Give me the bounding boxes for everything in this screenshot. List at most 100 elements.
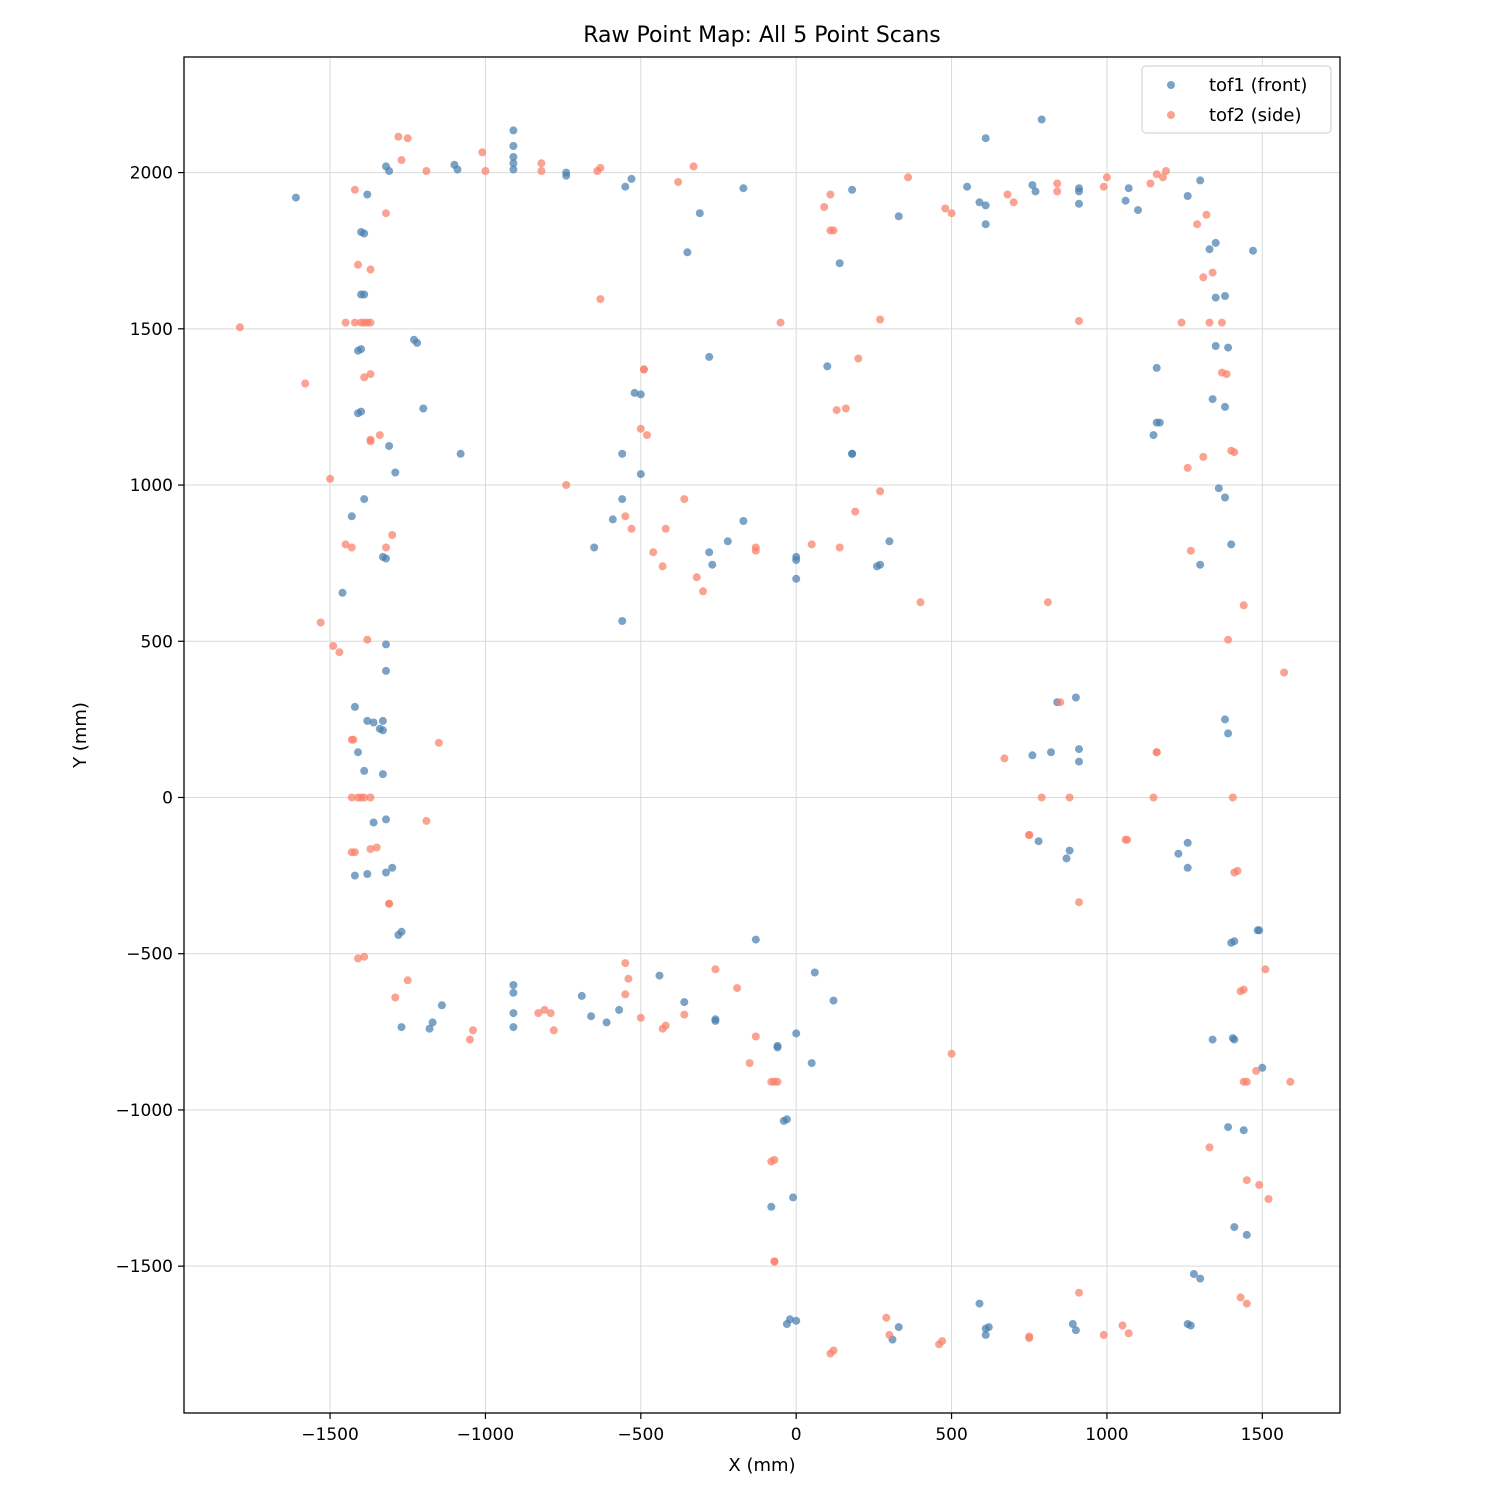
tof1-point xyxy=(835,259,844,268)
legend-box xyxy=(1141,65,1332,134)
tof2-point xyxy=(1118,1321,1127,1330)
tof1-point xyxy=(1075,757,1083,766)
tof1-point xyxy=(1211,238,1220,247)
tof2-point xyxy=(1222,370,1231,379)
tof1-point xyxy=(739,184,748,193)
tof1-point xyxy=(1211,342,1220,350)
tof2-point xyxy=(481,167,490,175)
tof2-point xyxy=(636,424,645,433)
tof1-point xyxy=(456,449,465,458)
series-tof1 xyxy=(291,115,1267,1344)
tof1-point xyxy=(577,991,586,1000)
tof1-point xyxy=(397,1023,406,1032)
y-tick-label: −1500 xyxy=(115,1257,173,1277)
legend-label-tof2: tof2 (side) xyxy=(1209,105,1302,126)
tof2-point xyxy=(916,598,925,607)
tof2-point xyxy=(540,1005,549,1014)
tof2-point xyxy=(341,318,350,327)
tof1-point xyxy=(1249,246,1257,255)
tof2-point xyxy=(947,1049,956,1058)
tof2-point xyxy=(1053,187,1062,196)
tof1-point xyxy=(363,716,372,725)
tof1-point xyxy=(885,537,894,546)
tof2-point xyxy=(621,990,630,999)
tof2-point xyxy=(403,134,412,143)
legend-label-tof1: tof1 (front) xyxy=(1209,75,1307,96)
tof1-point xyxy=(618,617,627,625)
tof1-point xyxy=(981,134,990,143)
tof2-point xyxy=(366,437,375,446)
tof1-point xyxy=(1186,1321,1195,1330)
tof1-point xyxy=(873,562,881,571)
tof2-point xyxy=(680,495,689,504)
tof1-point xyxy=(894,212,903,221)
tof1-point xyxy=(1071,1326,1080,1335)
tof2-point xyxy=(1075,898,1083,907)
tof1-point xyxy=(509,1009,518,1018)
tof1-point xyxy=(823,362,832,371)
tof1-point xyxy=(1224,343,1233,352)
tof2-point xyxy=(391,993,400,1002)
tof1-point xyxy=(1183,192,1192,200)
tof1-point xyxy=(382,666,390,675)
tof1-point xyxy=(636,470,645,479)
tof1-point xyxy=(723,537,732,546)
tof1-point xyxy=(1075,199,1083,208)
tof1-point xyxy=(509,153,518,161)
tof1-point xyxy=(382,640,390,649)
legend-marker-tof1 xyxy=(1167,81,1175,89)
tof1-point xyxy=(1196,560,1205,569)
tof2-point xyxy=(658,562,667,571)
legend: tof1 (front) tof2 (side) xyxy=(1141,65,1332,134)
tof1-point xyxy=(385,442,394,450)
grid-lines xyxy=(184,57,1340,1413)
tof2-point xyxy=(1146,179,1155,188)
x-tick-label: −1500 xyxy=(301,1425,359,1445)
tof2-point xyxy=(885,1330,894,1339)
x-tick-label: 500 xyxy=(935,1425,967,1445)
tof1-point xyxy=(509,1023,518,1032)
tof2-point xyxy=(745,1059,754,1068)
tof2-point xyxy=(478,148,487,157)
tof1-point xyxy=(894,1323,903,1332)
y-tick-label: 2000 xyxy=(130,164,173,184)
tof2-point xyxy=(388,531,397,539)
tof2-point xyxy=(366,845,375,853)
tof2-point xyxy=(382,543,390,552)
tof2-point xyxy=(1043,598,1052,607)
tof2-point xyxy=(820,203,829,211)
tof2-point xyxy=(1124,1329,1133,1338)
tof1-point xyxy=(1214,484,1223,493)
tof2-point xyxy=(366,793,375,802)
tof2-point xyxy=(826,226,835,235)
tof2-point xyxy=(1025,1334,1034,1342)
tof2-point xyxy=(938,1337,947,1346)
tof1-point xyxy=(509,126,518,135)
tof2-point xyxy=(1193,220,1202,229)
tof1-point xyxy=(1037,115,1046,124)
tof1-point xyxy=(618,449,627,458)
tof2-point xyxy=(1208,268,1217,277)
tof1-point xyxy=(1121,196,1130,205)
tof1-point xyxy=(1062,854,1071,863)
tof1-point xyxy=(981,1330,990,1339)
tof2-point xyxy=(674,178,683,186)
tof1-point xyxy=(792,1029,801,1038)
tof2-point xyxy=(363,635,372,644)
tof1-point xyxy=(360,495,369,504)
tof1-point xyxy=(388,863,397,872)
tof2-point xyxy=(593,167,602,175)
tof1-point xyxy=(391,468,400,477)
tof2-point xyxy=(1183,463,1192,472)
tof1-point xyxy=(1068,1320,1077,1328)
x-axis-ticks: −1500 −1000 −500 0 500 1000 1500 xyxy=(301,1413,1284,1445)
tof2-point xyxy=(1199,273,1208,282)
tof1-point xyxy=(792,556,801,564)
x-tick-label: 0 xyxy=(791,1425,802,1445)
tof2-point xyxy=(375,431,384,440)
tof1-point xyxy=(1034,837,1043,846)
tof2-point xyxy=(326,474,335,483)
tof2-point xyxy=(882,1313,891,1322)
tof1-point xyxy=(1075,745,1083,754)
tof1-point xyxy=(1196,176,1205,185)
